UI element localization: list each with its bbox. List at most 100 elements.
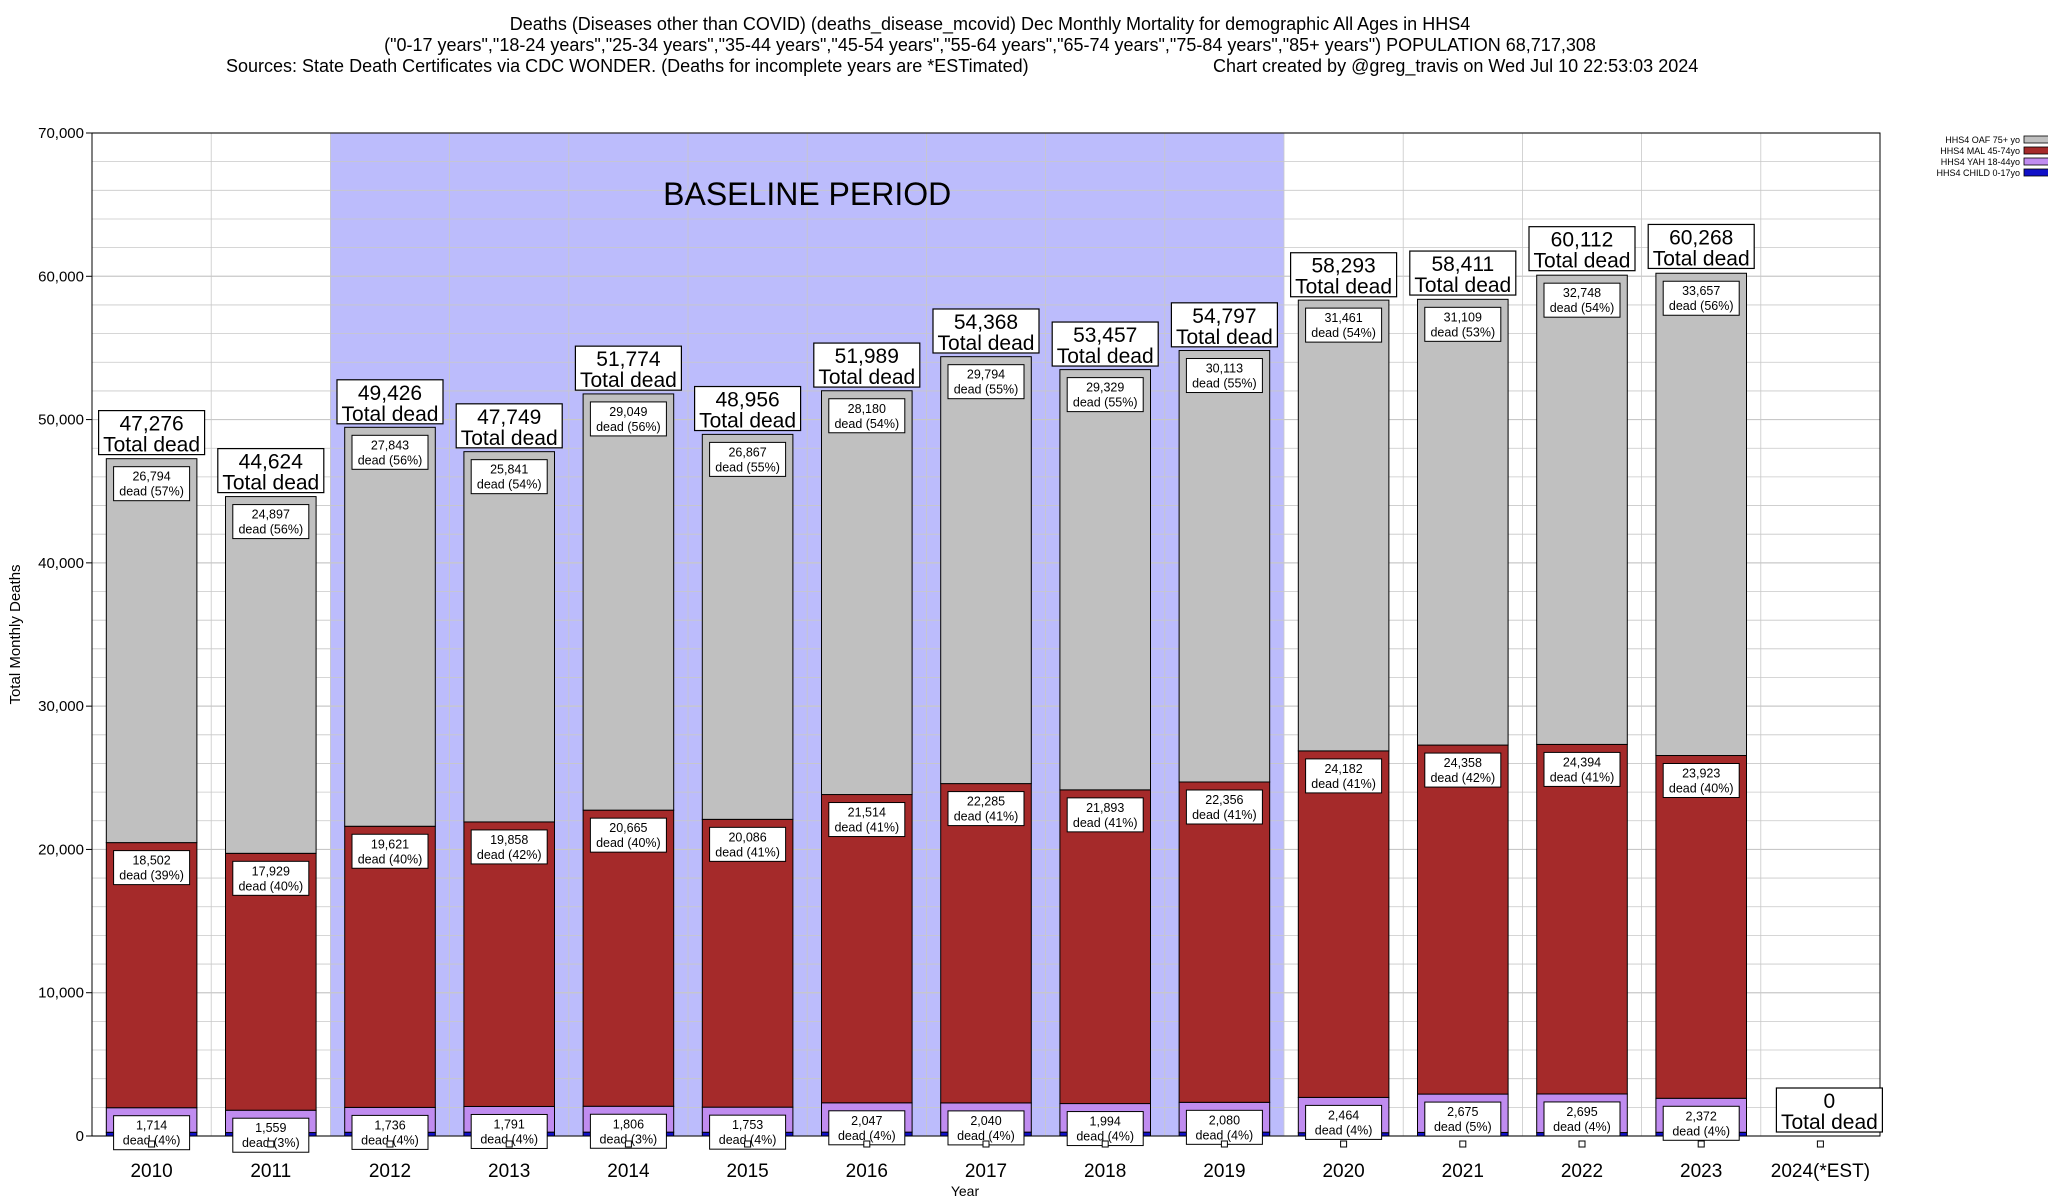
- segment-pct-label: dead (40%): [358, 852, 423, 866]
- segment-label-box: [828, 1110, 906, 1146]
- segment-label-box: [1066, 377, 1144, 413]
- y-tick-label: 40,000: [38, 555, 84, 572]
- legend-label: HHS4 OAF 75+ yo: [1945, 135, 2020, 145]
- segment-value-label: 24,182: [1324, 762, 1362, 776]
- segment-label-box: [1066, 797, 1144, 833]
- child-marker: [1220, 1140, 1228, 1148]
- y-tick-label: 50,000: [38, 412, 84, 429]
- segment-pct-label: dead (5%): [1434, 1120, 1492, 1134]
- total-value-label: 51,989: [835, 345, 899, 368]
- segment-pct-label: dead (53%): [1430, 325, 1495, 339]
- segment-pct-label: dead (41%): [834, 821, 899, 835]
- segment-pct-label: dead (55%): [1073, 396, 1138, 410]
- x-tick-label: 2021: [1442, 1161, 1484, 1182]
- total-suffix-label: Total dead: [938, 332, 1035, 355]
- segment-pct-label: dead (4%): [1672, 1124, 1730, 1138]
- segment-value-label: 2,464: [1328, 1108, 1359, 1122]
- segment-label-box: [1543, 282, 1621, 318]
- segment-label-box: [351, 434, 429, 470]
- total-value-label: 54,368: [954, 311, 1018, 334]
- segment-pct-label: dead (55%): [715, 460, 780, 474]
- total-value-label: 44,624: [239, 451, 304, 474]
- segment-value-label: 32,748: [1563, 286, 1601, 300]
- segment-pct-label: dead (40%): [1669, 782, 1734, 796]
- x-tick-label: 2024(*EST): [1771, 1161, 1870, 1182]
- segment-pct-label: dead (4%): [480, 1132, 538, 1146]
- segment-pct-label: dead (41%): [1192, 808, 1257, 822]
- y-tick-label: 60,000: [38, 268, 84, 285]
- segment-label-box: [828, 398, 906, 434]
- child-marker: [1340, 1140, 1348, 1148]
- segment-pct-label: dead (4%): [1076, 1130, 1134, 1144]
- segment-pct-label: dead (41%): [954, 810, 1019, 824]
- total-value-label: 60,268: [1669, 226, 1733, 249]
- segment-value-label: 24,358: [1444, 756, 1482, 770]
- bar-segment: [940, 356, 1032, 785]
- child-marker: [624, 1140, 632, 1148]
- total-suffix-label: Total dead: [1414, 274, 1511, 297]
- segment-pct-label: dead (42%): [1430, 771, 1495, 785]
- segment-value-label: 2,372: [1686, 1109, 1717, 1123]
- total-label-box: [1409, 250, 1517, 296]
- segment-pct-label: dead (39%): [119, 869, 184, 883]
- total-value-label: 54,797: [1192, 305, 1256, 328]
- legend-label: HHS4 MAL 45-74yo: [1940, 146, 2020, 156]
- segment-value-label: 17,929: [252, 864, 290, 878]
- total-suffix-label: Total dead: [699, 410, 796, 433]
- segment-value-label: 30,113: [1206, 362, 1243, 376]
- total-value-label: 0: [1824, 1090, 1836, 1113]
- segment-pct-label: dead (4%): [361, 1133, 419, 1147]
- segment-label-box: [1185, 1109, 1263, 1145]
- total-value-label: 48,956: [715, 389, 779, 412]
- segment-label-box: [1185, 358, 1263, 394]
- segment-value-label: 2,047: [851, 1114, 882, 1128]
- segment-value-label: 1,791: [494, 1117, 525, 1131]
- segment-label-box: [947, 791, 1025, 827]
- segment-value-label: 31,461: [1324, 311, 1362, 325]
- x-tick-label: 2016: [846, 1161, 888, 1182]
- segment-value-label: 33,657: [1682, 284, 1720, 298]
- total-value-label: 58,411: [1431, 253, 1494, 276]
- total-value-label: 47,749: [477, 406, 541, 429]
- segment-label-box: [351, 833, 429, 869]
- segment-label-box: [1305, 1104, 1383, 1140]
- segment-value-label: 1,736: [374, 1118, 405, 1132]
- x-tick-label: 2022: [1561, 1161, 1603, 1182]
- baseline-period-label: BASELINE PERIOD: [663, 176, 951, 212]
- segment-pct-label: dead (54%): [477, 478, 542, 492]
- child-marker: [1101, 1140, 1109, 1148]
- total-label-box: [455, 403, 563, 449]
- legend-label: HHS4 CHILD 0-17yo: [1936, 168, 2020, 178]
- chart-title-line-3: Sources: State Death Certificates via CD…: [226, 56, 1029, 76]
- total-label-box: [1170, 302, 1279, 348]
- bar-segment: [105, 458, 198, 844]
- legend-swatch: [2023, 168, 2048, 177]
- segment-pct-label: dead (4%): [957, 1129, 1015, 1143]
- segment-pct-label: dead (4%): [1553, 1120, 1611, 1134]
- segment-label-box: [947, 364, 1025, 400]
- segment-label-box: [113, 850, 191, 886]
- child-marker: [744, 1140, 752, 1148]
- total-suffix-label: Total dead: [342, 403, 439, 426]
- y-tick-label: 30,000: [38, 698, 84, 715]
- segment-label-box: [828, 802, 906, 838]
- y-tick-label: 70,000: [38, 125, 84, 142]
- segment-value-label: 1,806: [613, 1117, 644, 1131]
- bar-segment: [1417, 298, 1509, 746]
- total-value-label: 49,426: [358, 382, 422, 405]
- segment-pct-label: dead (54%): [1311, 326, 1376, 340]
- bar-segment: [821, 390, 913, 796]
- y-tick-label: 10,000: [38, 985, 84, 1002]
- total-value-label: 51,774: [596, 348, 661, 371]
- segment-value-label: 22,285: [967, 795, 1005, 809]
- segment-pct-label: dead (4%): [1196, 1128, 1254, 1142]
- y-tick-label: 0: [76, 1128, 84, 1145]
- total-suffix-label: Total dead: [1653, 247, 1750, 270]
- segment-value-label: 27,843: [371, 438, 409, 452]
- total-label-box: [1775, 1087, 1884, 1133]
- total-label-box: [97, 410, 206, 456]
- segment-label-box: [470, 829, 548, 865]
- x-tick-label: 2012: [369, 1161, 411, 1182]
- segment-pct-label: dead (55%): [1192, 377, 1257, 391]
